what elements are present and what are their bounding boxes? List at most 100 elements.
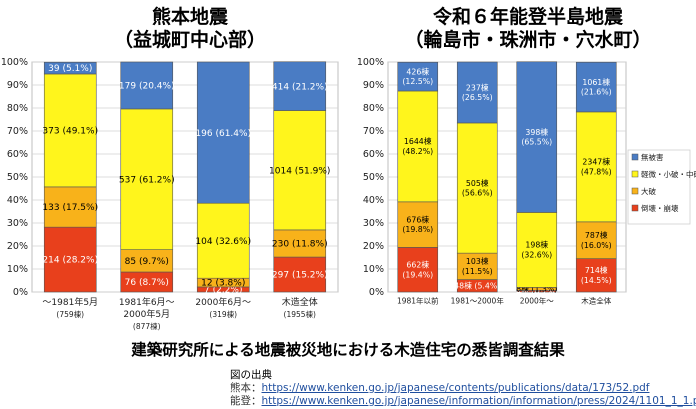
data-label: 426棟 (406, 66, 429, 76)
x-tick-label: 2000年6月〜 (195, 296, 251, 308)
data-label: 104 (32.6%) (195, 237, 251, 247)
data-label: 237棟 (466, 82, 489, 92)
bar-segment-minor (43, 73, 97, 188)
data-label: 76 (8.7%) (125, 278, 169, 288)
data-label: 537 (61.2%) (119, 175, 175, 185)
legend-swatch-minor (631, 170, 639, 178)
bar-segment-minor (120, 108, 174, 250)
x-tick-label: (759棟) (56, 309, 84, 319)
kumamoto-title-line1: 熊本地震 (151, 6, 228, 28)
x-tick-label: 〜1981年5月 (42, 296, 98, 308)
source-noto-link[interactable]: https://www.kenken.go.jp/japanese/inform… (261, 395, 696, 407)
bar-segment-minor (273, 110, 327, 231)
bar-segment-none (397, 61, 439, 92)
data-label: (12.5%) (402, 77, 433, 86)
y-tick-label: 50% (363, 172, 384, 183)
data-label: 39 (5.1%) (48, 64, 92, 74)
y-tick-label: 100% (357, 57, 384, 68)
data-label: (32.6%) (521, 251, 552, 260)
data-label: 1644棟 (404, 136, 432, 146)
data-label: 12 (3.8%) (201, 279, 245, 289)
data-label: 4棟 (0.7%) (516, 286, 557, 296)
x-tick-label: 1981年以前 (397, 296, 439, 306)
data-label: (56.6%) (462, 189, 493, 198)
y-tick-label: 20% (7, 241, 28, 252)
bar-segment-collapse (43, 226, 97, 293)
x-tick-label: 1981年6月〜 (119, 296, 175, 308)
bar-segment-minor (196, 202, 250, 279)
x-tick-label: (1955棟) (284, 309, 317, 319)
data-label: (19.8%) (402, 225, 433, 234)
bar-segment-none (456, 61, 498, 124)
y-tick-label: 100% (1, 57, 28, 68)
data-label: (21.6%) (581, 88, 612, 97)
x-tick-label: (877棟) (133, 321, 161, 331)
data-label: 133 (17.5%) (42, 203, 98, 213)
bar-segment-major (456, 252, 498, 280)
bar-segment-none (43, 61, 97, 75)
noto-chart: 0%10%20%30%40%50%60%70%80%90%100%662棟(19… (357, 57, 696, 306)
source-noto: 能登：https://www.kenken.go.jp/japanese/inf… (230, 395, 696, 408)
data-label: 196 (61.4%) (195, 129, 251, 139)
y-tick-label: 60% (7, 149, 28, 160)
source-heading: 図の出典 (230, 369, 272, 381)
data-label: 1061棟 (582, 77, 610, 87)
data-label: 103棟 (466, 256, 489, 266)
data-label: (65.5%) (521, 138, 552, 147)
x-tick-label: (319棟) (209, 309, 237, 319)
legend-label-collapse: 倒壊・崩壊 (641, 203, 679, 213)
data-label: 676棟 (406, 214, 429, 224)
noto-title-line2: （輪島市・珠洲市・穴水町） (404, 29, 652, 51)
source-kumamoto: 熊本：https://www.kenken.go.jp/japanese/con… (230, 382, 650, 395)
y-tick-label: 70% (7, 126, 28, 137)
legend-box (627, 149, 691, 225)
kumamoto-chart: 0% 10% 20% 30% 40% 50% 60% 70% 80% 90% 100% 214 (28… (1, 57, 339, 331)
x-tick-label: 2000年5月 (123, 308, 170, 320)
kumamoto-title-line2: （益城町中心部） (113, 29, 266, 51)
y-tick-label: 50% (7, 172, 28, 183)
data-label: (48.2%) (402, 147, 433, 156)
legend-swatch-major (631, 187, 639, 195)
bar-segment-none (120, 61, 174, 110)
source-kumamoto-link[interactable]: https://www.kenken.go.jp/japanese/conten… (261, 382, 650, 394)
x-tick-label: 1981〜2000年 (451, 296, 505, 306)
legend-swatch-none (631, 153, 639, 161)
data-label: 7 (2.2%) (204, 286, 242, 296)
data-label: 8棟 (1.3%) (516, 284, 557, 294)
y-tick-label: 70% (363, 126, 384, 137)
data-label: 48棟 (5.4%) (454, 281, 500, 291)
legend-label-minor: 軽微・小破・中破 (641, 169, 696, 179)
legend-label-major: 大破 (641, 186, 656, 196)
data-label: 297 (15.2%) (272, 271, 328, 281)
bar-segment-major (575, 221, 617, 259)
y-tick-label: 90% (7, 80, 28, 91)
data-label: 787棟 (585, 230, 608, 240)
data-label: 179 (20.4%) (119, 82, 175, 92)
bar-segment-none (273, 61, 327, 111)
y-tick-label: 30% (363, 218, 384, 229)
noto-title-line1: 令和６年能登半島地震 (432, 6, 623, 28)
y-tick-label: 20% (363, 241, 384, 252)
data-label: 373 (49.1%) (42, 127, 98, 137)
data-label: (19.4%) (402, 270, 433, 279)
y-tick-label: 10% (7, 264, 28, 275)
y-tick-label: 0% (13, 287, 28, 298)
bar-segment-minor (397, 90, 439, 203)
x-tick-label: 木造全体 (282, 296, 318, 308)
bar-segment-collapse (575, 258, 617, 293)
y-tick-label: 40% (363, 195, 384, 206)
data-label: 198棟 (525, 240, 548, 250)
source-noto-label: 能登： (230, 395, 262, 407)
bar-segment-none (516, 61, 558, 213)
data-label: 85 (9.7%) (125, 257, 169, 267)
y-tick-label: 10% (363, 264, 384, 275)
y-tick-label: 80% (363, 103, 384, 114)
legend-swatch-collapse (631, 204, 639, 212)
data-label: 1014 (51.9%) (269, 166, 330, 176)
data-label: 2347棟 (582, 157, 610, 167)
figure-caption: 建築研究所による地震被災地における木造住宅の悉皆調査結果 (131, 341, 565, 359)
data-label: 505棟 (466, 178, 489, 188)
data-label: (26.5%) (462, 93, 493, 102)
bar-segment-minor (575, 111, 617, 223)
